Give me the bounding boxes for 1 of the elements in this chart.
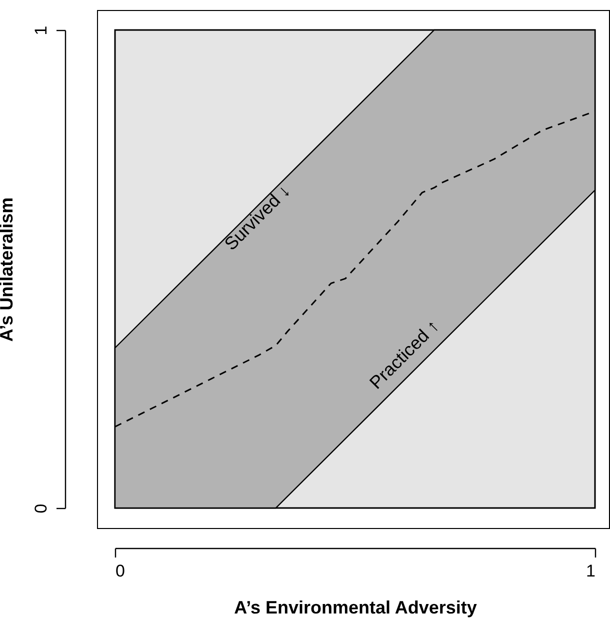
x-axis-title: A’s Environmental Adversity bbox=[234, 598, 477, 618]
